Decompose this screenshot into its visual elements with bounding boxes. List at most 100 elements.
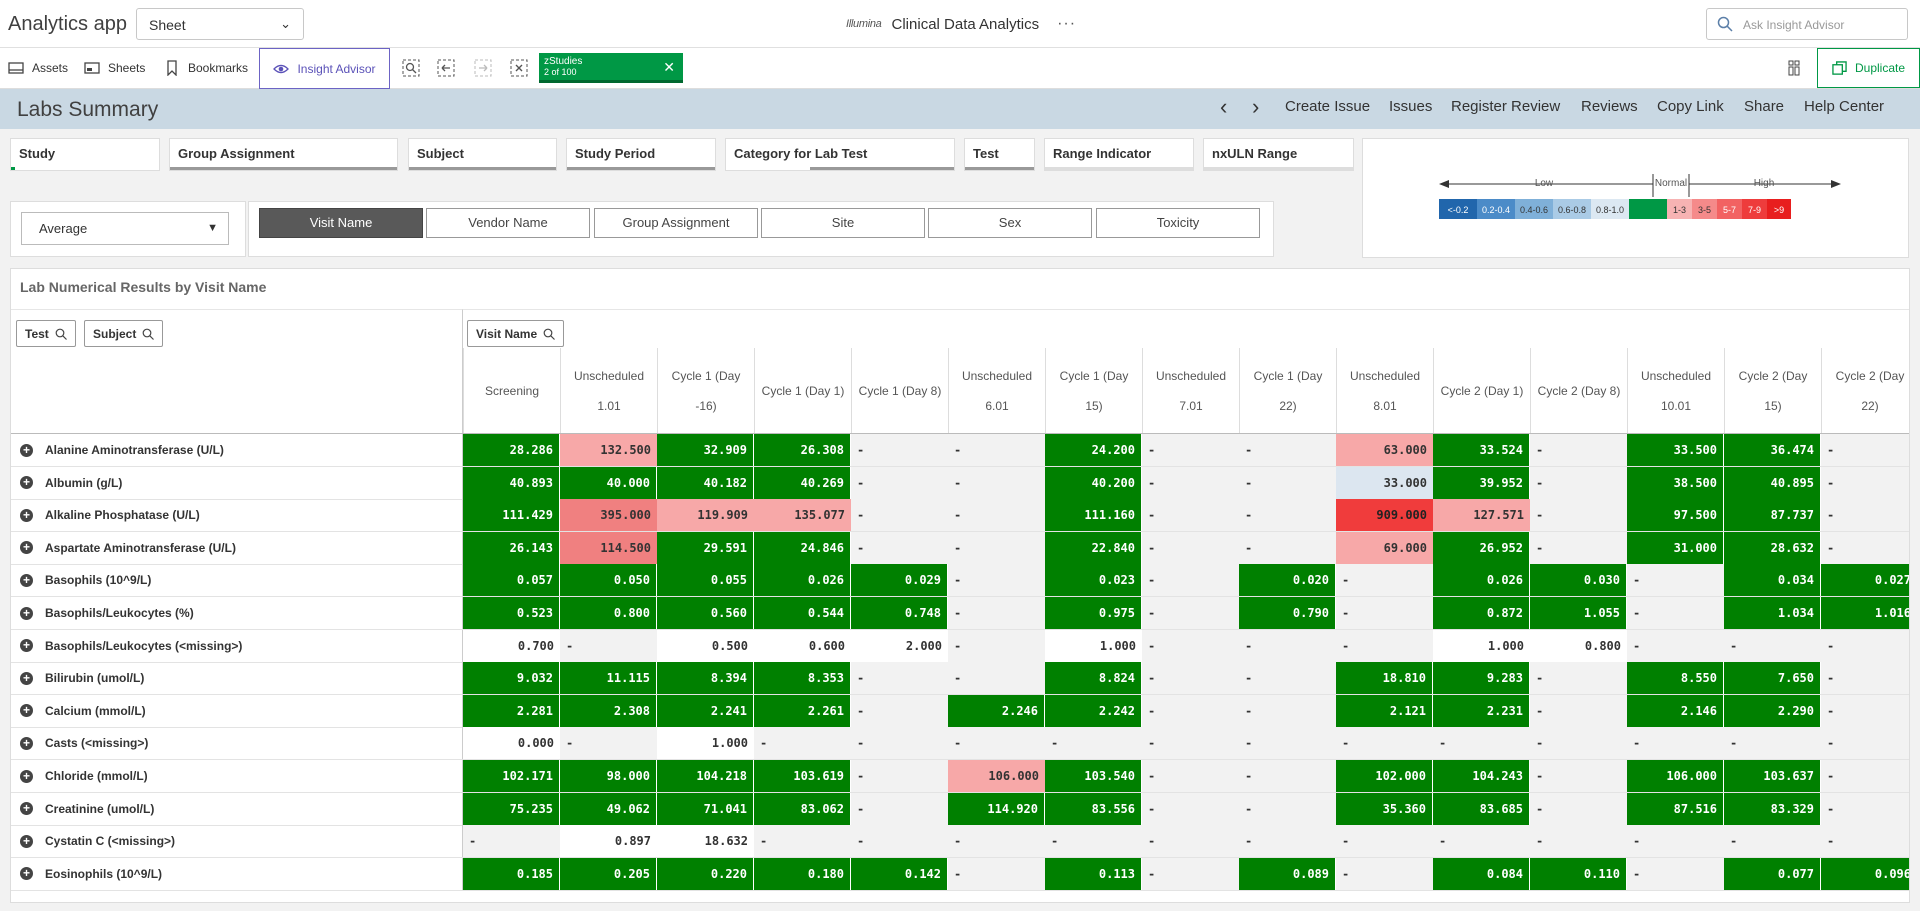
table-cell[interactable]: 83.062 (754, 792, 851, 825)
table-cell[interactable]: - (1142, 466, 1239, 499)
table-cell[interactable]: 106.000 (1627, 760, 1724, 792)
table-cell[interactable]: - (851, 531, 948, 564)
table-cell[interactable]: - (1045, 825, 1142, 858)
table-cell[interactable]: - (1821, 499, 1909, 532)
table-cell[interactable]: - (948, 466, 1045, 499)
table-cell[interactable]: 0.748 (851, 597, 948, 629)
table-cell[interactable]: 0.023 (1045, 564, 1142, 597)
table-cell[interactable]: - (948, 531, 1045, 564)
filter-range-indicator[interactable]: Range Indicator (1044, 138, 1194, 171)
table-cell[interactable]: 0.034 (1724, 564, 1821, 597)
table-cell[interactable]: - (851, 792, 948, 825)
next-sheet-button[interactable]: › (1252, 94, 1260, 119)
table-cell[interactable]: - (1530, 466, 1627, 499)
table-cell[interactable]: - (1336, 857, 1433, 890)
table-cell[interactable]: - (851, 727, 948, 760)
table-cell[interactable]: 83.685 (1433, 792, 1530, 825)
insight-search-input[interactable]: Ask Insight Advisor (1706, 8, 1908, 40)
table-cell[interactable]: 87.516 (1627, 792, 1724, 825)
table-cell[interactable]: - (1239, 466, 1336, 499)
column-header[interactable]: Cycle 2 (Day 8) (1530, 348, 1627, 434)
test-dimension-chip[interactable]: Test (16, 320, 76, 347)
table-cell[interactable]: 0.872 (1433, 597, 1530, 629)
aggregation-select[interactable]: Average ▼ (21, 212, 229, 245)
table-cell[interactable]: - (1724, 825, 1821, 858)
table-cell[interactable]: 0.700 (463, 629, 560, 662)
table-cell[interactable]: 1.000 (1045, 629, 1142, 662)
table-cell[interactable]: - (1336, 727, 1433, 760)
filter-nxuln-range[interactable]: nxULN Range (1203, 138, 1354, 171)
table-cell[interactable]: - (1530, 727, 1627, 760)
table-cell[interactable]: 103.619 (754, 760, 851, 792)
table-cell[interactable]: - (1627, 629, 1724, 662)
step-back-icon[interactable] (437, 59, 455, 77)
dimension-toxicity[interactable]: Toxicity (1096, 208, 1260, 238)
table-cell[interactable]: - (1530, 531, 1627, 564)
table-cell[interactable]: - (1336, 564, 1433, 597)
table-cell[interactable]: 36.474 (1724, 434, 1821, 466)
table-cell[interactable]: 909.000 (1336, 499, 1433, 532)
column-header[interactable]: Cycle 2 (Day 1) (1433, 348, 1530, 434)
table-cell[interactable]: 2.241 (657, 694, 754, 727)
table-cell[interactable]: - (851, 466, 948, 499)
column-header[interactable]: Unscheduled 1.01 (560, 348, 657, 434)
expand-icon[interactable]: + (20, 639, 33, 653)
dimension-sex[interactable]: Sex (928, 208, 1092, 238)
column-header[interactable]: Screening (463, 348, 560, 434)
table-cell[interactable]: 26.308 (754, 434, 851, 466)
expand-icon[interactable]: + (20, 541, 33, 555)
table-cell[interactable]: 0.026 (1433, 564, 1530, 597)
expand-icon[interactable]: + (20, 867, 33, 881)
table-cell[interactable]: - (754, 727, 851, 760)
clear-selections-icon[interactable] (510, 59, 528, 77)
table-cell[interactable]: 83.329 (1724, 792, 1821, 825)
expand-icon[interactable]: + (20, 606, 33, 620)
column-header[interactable]: Cycle 1 (Day -16) (657, 348, 754, 434)
table-cell[interactable]: 0.089 (1239, 857, 1336, 890)
table-cell[interactable]: 24.846 (754, 531, 851, 564)
table-cell[interactable]: - (1530, 662, 1627, 695)
table-cell[interactable]: 103.637 (1724, 760, 1821, 792)
table-cell[interactable]: 0.096 (1821, 857, 1909, 890)
table-cell[interactable]: 28.286 (463, 434, 560, 466)
table-cell[interactable]: - (948, 597, 1045, 629)
table-cell[interactable]: 114.500 (560, 531, 657, 564)
table-cell[interactable]: 0.180 (754, 857, 851, 890)
previous-sheet-button[interactable]: ‹ (1220, 94, 1228, 119)
table-cell[interactable]: 40.200 (1045, 466, 1142, 499)
table-cell[interactable]: 0.523 (463, 597, 560, 629)
table-cell[interactable]: 8.824 (1045, 662, 1142, 695)
table-cell[interactable]: - (948, 564, 1045, 597)
table-cell[interactable]: 69.000 (1336, 531, 1433, 564)
table-cell[interactable]: 1.016 (1821, 597, 1909, 629)
table-cell[interactable]: - (948, 434, 1045, 466)
table-cell[interactable]: 0.500 (657, 629, 754, 662)
table-cell[interactable]: 83.556 (1045, 792, 1142, 825)
column-header[interactable]: Unscheduled 10.01 (1627, 348, 1724, 434)
table-cell[interactable]: 18.632 (657, 825, 754, 858)
filter-subject[interactable]: Subject (408, 138, 557, 171)
table-cell[interactable]: - (851, 662, 948, 695)
table-cell[interactable]: - (1142, 694, 1239, 727)
table-cell[interactable]: - (1821, 629, 1909, 662)
table-cell[interactable]: 7.650 (1724, 662, 1821, 695)
table-cell[interactable]: 111.429 (463, 499, 560, 532)
table-cell[interactable]: 2.000 (851, 629, 948, 662)
column-header[interactable]: Unscheduled 8.01 (1336, 348, 1433, 434)
table-cell[interactable]: 38.500 (1627, 466, 1724, 499)
expand-icon[interactable]: + (20, 476, 33, 490)
expand-icon[interactable]: + (20, 573, 33, 587)
dimension-vendor-name[interactable]: Vendor Name (426, 208, 590, 238)
table-cell[interactable]: - (1336, 597, 1433, 629)
table-cell[interactable]: 8.550 (1627, 662, 1724, 695)
table-cell[interactable]: - (1821, 825, 1909, 858)
table-cell[interactable]: 75.235 (463, 792, 560, 825)
table-cell[interactable]: 106.000 (948, 760, 1045, 792)
table-cell[interactable]: 104.243 (1433, 760, 1530, 792)
table-cell[interactable]: 32.909 (657, 434, 754, 466)
table-cell[interactable]: 0.544 (754, 597, 851, 629)
table-cell[interactable]: 31.000 (1627, 531, 1724, 564)
table-cell[interactable]: 2.242 (1045, 694, 1142, 727)
table-cell[interactable]: - (1142, 434, 1239, 466)
table-cell[interactable]: 0.185 (463, 857, 560, 890)
